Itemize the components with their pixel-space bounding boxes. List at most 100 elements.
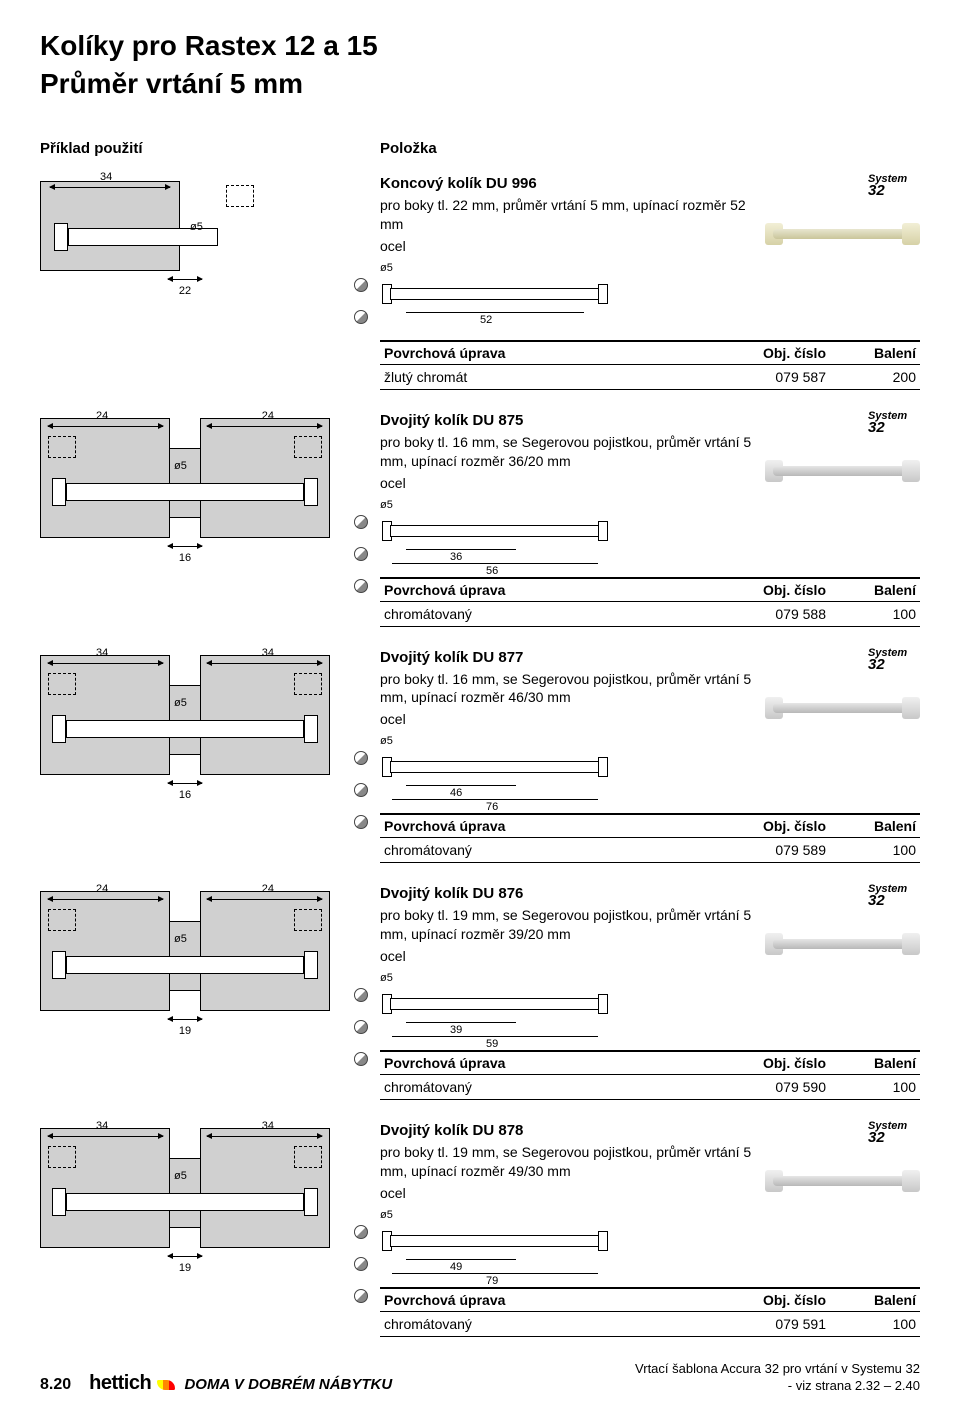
cell-finish: chromátovaný: [380, 601, 740, 626]
drill-marker-icon: [354, 515, 368, 529]
drill-marker-icon: [354, 783, 368, 797]
col-finish: Povrchová úprava: [380, 578, 740, 602]
drill-marker-icon: [354, 579, 368, 593]
page-number: 8.20: [40, 1376, 71, 1394]
bolt-dimension-diagram: 46 76: [380, 751, 610, 807]
col-finish: Povrchová úprava: [380, 1051, 740, 1075]
table-row: chromátovaný 079 588 100: [380, 601, 920, 626]
cell-finish: chromátovaný: [380, 1311, 740, 1336]
drill-marker-icon: [354, 988, 368, 1002]
cell-pack: 100: [830, 1311, 920, 1336]
cell-pack: 100: [830, 601, 920, 626]
system32-badge: System32: [868, 173, 920, 199]
gap-dimension: 16: [40, 538, 330, 564]
cell-code: 079 587: [740, 364, 830, 389]
col-pack: Balení: [830, 1288, 920, 1312]
cell-finish: chromátovaný: [380, 838, 740, 863]
product-photo: [765, 677, 920, 737]
product-material: ocel: [380, 475, 755, 491]
drill-marker-icon: [354, 1225, 368, 1239]
product-material: ocel: [380, 1185, 755, 1201]
brand-swoosh-icon: [157, 1380, 175, 1390]
bolt-dimension-block: ø5 36 56: [380, 499, 920, 571]
bolt-dimension-diagram: 36 56: [380, 515, 610, 571]
product-description: pro boky tl. 16 mm, se Segerovou pojistk…: [380, 433, 755, 471]
product-name: Dvojitý kolík DU 876: [380, 885, 755, 902]
table-row: chromátovaný 079 589 100: [380, 838, 920, 863]
table-row: chromátovaný 079 591 100: [380, 1311, 920, 1336]
technical-drawing: 34 ø5: [40, 181, 330, 271]
cell-code: 079 588: [740, 601, 830, 626]
product-material: ocel: [380, 711, 755, 727]
col-finish: Povrchová úprava: [380, 1288, 740, 1312]
product-name: Dvojitý kolík DU 875: [380, 412, 755, 429]
finish-table: Povrchová úprava Obj. číslo Balení chrom…: [380, 577, 920, 627]
drill-marker-icon: [354, 815, 368, 829]
drill-marker-icon: [354, 547, 368, 561]
page-title-line2: Průměr vrtání 5 mm: [40, 68, 920, 100]
system32-badge: System32: [868, 1120, 920, 1146]
product-material: ocel: [380, 238, 755, 254]
product-description: pro boky tl. 19 mm, se Segerovou pojistk…: [380, 906, 755, 944]
technical-drawing: 24 24 ø5: [40, 891, 330, 1011]
drill-marker-icon: [354, 310, 368, 324]
drill-marker-icon: [354, 1257, 368, 1271]
system32-badge: System32: [868, 410, 920, 436]
col-code: Obj. číslo: [740, 578, 830, 602]
cell-finish: chromátovaný: [380, 1075, 740, 1100]
drill-marker-icon: [354, 278, 368, 292]
drill-marker-icon: [354, 751, 368, 765]
system32-badge: System32: [868, 647, 920, 673]
product-name: Dvojitý kolík DU 878: [380, 1122, 755, 1139]
bolt-dimension-diagram: 39 59: [380, 988, 610, 1044]
diameter-label: ø5: [380, 262, 920, 274]
product-name: Koncový kolík DU 996: [380, 175, 755, 192]
col-code: Obj. číslo: [740, 1051, 830, 1075]
diameter-label: ø5: [380, 499, 920, 511]
drill-marker-icon: [354, 1020, 368, 1034]
cell-code: 079 591: [740, 1311, 830, 1336]
technical-drawing: 34 34 ø5: [40, 655, 330, 775]
col-finish: Povrchová úprava: [380, 814, 740, 838]
col-pack: Balení: [830, 341, 920, 365]
finish-table: Povrchová úprava Obj. číslo Balení žlutý…: [380, 340, 920, 390]
diameter-label: ø5: [380, 735, 920, 747]
footer-note-line1: Vrtací šablona Accura 32 pro vrtání v Sy…: [635, 1361, 920, 1378]
col-code: Obj. číslo: [740, 1288, 830, 1312]
product-row: 34 34 ø5 16 System32 Dvojitý kolík DU 87…: [40, 649, 920, 864]
technical-drawing: 34 34 ø5: [40, 1128, 330, 1248]
bolt-dimension-block: ø5 49 79: [380, 1209, 920, 1281]
brand-slogan: DOMA V DOBRÉM NÁBYTKU: [184, 1376, 392, 1393]
product-description: pro boky tl. 16 mm, se Segerovou pojistk…: [380, 670, 755, 708]
drill-marker-icon: [354, 1052, 368, 1066]
product-description: pro boky tl. 22 mm, průměr vrtání 5 mm, …: [380, 196, 755, 234]
product-name: Dvojitý kolík DU 877: [380, 649, 755, 666]
finish-table: Povrchová úprava Obj. číslo Balení chrom…: [380, 1287, 920, 1337]
gap-dimension: 16: [40, 775, 330, 801]
table-row: žlutý chromát 079 587 200: [380, 364, 920, 389]
bolt-dimension-diagram: 49 79: [380, 1225, 610, 1281]
col-code: Obj. číslo: [740, 341, 830, 365]
product-row: 34 ø5 22 System32 Koncový kolík DU 996 p…: [40, 175, 920, 390]
cell-finish: žlutý chromát: [380, 364, 740, 389]
polozka-label: Položka: [380, 140, 920, 157]
page-footer: 8.20 hettich DOMA V DOBRÉM NÁBYTKU Vrtac…: [40, 1361, 920, 1395]
product-material: ocel: [380, 948, 755, 964]
col-pack: Balení: [830, 814, 920, 838]
system32-badge: System32: [868, 883, 920, 909]
product-description: pro boky tl. 19 mm, se Segerovou pojistk…: [380, 1143, 755, 1181]
col-pack: Balení: [830, 578, 920, 602]
cell-code: 079 589: [740, 838, 830, 863]
col-pack: Balení: [830, 1051, 920, 1075]
example-usage-label: Příklad použití: [40, 140, 143, 157]
cell-pack: 200: [830, 364, 920, 389]
brand-hettich: hettich: [89, 1372, 151, 1394]
gap-dimension: 19: [40, 1011, 330, 1037]
table-row: chromátovaný 079 590 100: [380, 1075, 920, 1100]
product-photo: [765, 440, 920, 500]
page-title-line1: Kolíky pro Rastex 12 a 15: [40, 30, 920, 62]
finish-table: Povrchová úprava Obj. číslo Balení chrom…: [380, 1050, 920, 1100]
gap-dimension: 22: [40, 271, 330, 297]
bolt-dimension-diagram: 52: [380, 278, 610, 334]
product-row: 24 24 ø5 19 System32 Dvojitý kolík DU 87…: [40, 885, 920, 1100]
